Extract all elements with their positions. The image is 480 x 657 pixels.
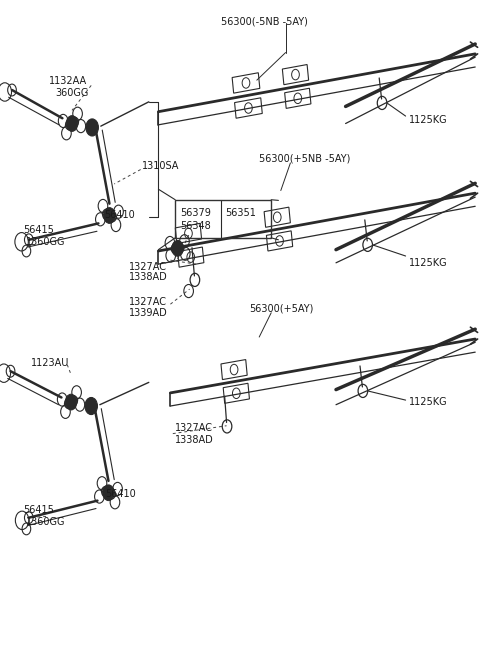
Text: 56300(+5NB -5AY): 56300(+5NB -5AY) — [259, 154, 350, 164]
Text: 56300(+5AY): 56300(+5AY) — [250, 304, 314, 314]
Text: 1339AD: 1339AD — [129, 308, 168, 319]
Text: 1125KG: 1125KG — [409, 397, 447, 407]
Text: 1123AU: 1123AU — [31, 358, 70, 369]
Text: 1310SA: 1310SA — [142, 160, 179, 171]
Text: 1125KG: 1125KG — [409, 258, 447, 268]
Bar — [175, 200, 271, 238]
Circle shape — [103, 485, 114, 501]
Circle shape — [66, 116, 78, 131]
Circle shape — [86, 119, 98, 136]
Text: 1327AC: 1327AC — [129, 297, 167, 307]
Text: 1360GG: 1360GG — [26, 237, 66, 247]
Text: 1338AD: 1338AD — [175, 435, 214, 445]
Text: 56351: 56351 — [225, 208, 256, 218]
Text: 56410: 56410 — [105, 210, 135, 220]
Text: 56348: 56348 — [180, 221, 211, 231]
Text: 56300(-5NB -5AY): 56300(-5NB -5AY) — [221, 16, 308, 26]
Circle shape — [65, 394, 77, 410]
Text: 1327AC: 1327AC — [175, 423, 213, 434]
Text: 56415: 56415 — [23, 225, 54, 235]
Text: 360GG: 360GG — [55, 88, 89, 99]
Text: 56415: 56415 — [23, 505, 54, 516]
Circle shape — [85, 397, 97, 415]
Text: 56410: 56410 — [106, 489, 136, 499]
Text: 56379: 56379 — [180, 208, 211, 218]
Text: 1132AA: 1132AA — [49, 76, 87, 87]
Text: 1125KG: 1125KG — [409, 114, 447, 125]
Text: 1360GG: 1360GG — [26, 516, 66, 527]
Circle shape — [104, 208, 115, 223]
Circle shape — [172, 240, 183, 256]
Text: 1338AD: 1338AD — [129, 272, 168, 283]
Text: 1327AC: 1327AC — [129, 261, 167, 272]
